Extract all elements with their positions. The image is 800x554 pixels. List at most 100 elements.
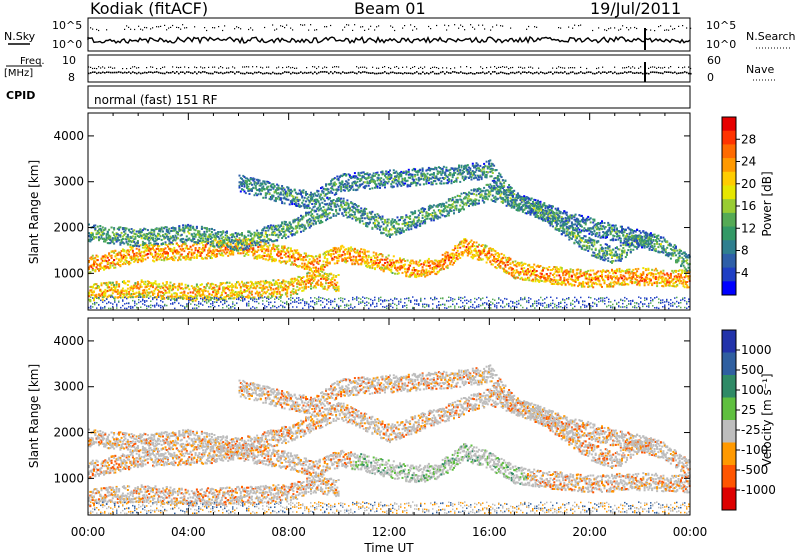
power-point bbox=[184, 294, 187, 297]
power-point bbox=[257, 294, 260, 297]
power-point bbox=[401, 271, 404, 274]
power-point bbox=[338, 249, 341, 252]
nsearch-point bbox=[90, 27, 92, 29]
freq-point bbox=[234, 72, 236, 75]
power-point bbox=[273, 248, 276, 251]
power-point bbox=[524, 262, 527, 265]
power-point bbox=[588, 285, 591, 288]
power-point bbox=[569, 268, 572, 271]
freq-point bbox=[274, 72, 276, 75]
freq-point bbox=[382, 72, 384, 74]
power-point bbox=[322, 260, 325, 263]
power-point bbox=[164, 289, 167, 292]
power-point bbox=[164, 284, 167, 287]
power-point bbox=[264, 249, 267, 252]
power-point bbox=[330, 253, 333, 256]
power-point bbox=[558, 270, 561, 273]
power-point bbox=[200, 289, 203, 292]
power-point bbox=[154, 244, 157, 246]
freq-point bbox=[270, 72, 272, 75]
power-point bbox=[141, 289, 144, 292]
power-point bbox=[460, 240, 463, 243]
nsearch-point bbox=[686, 27, 688, 29]
power-point bbox=[246, 281, 248, 284]
power-point bbox=[318, 273, 321, 276]
power-point bbox=[182, 296, 185, 299]
power-point bbox=[380, 258, 383, 261]
freq-point bbox=[446, 71, 448, 73]
power-point bbox=[243, 291, 246, 293]
power-point bbox=[214, 248, 217, 251]
freq-point bbox=[676, 72, 678, 75]
power-point bbox=[244, 239, 247, 242]
nave-point bbox=[326, 66, 328, 69]
freq-point bbox=[612, 72, 614, 75]
power-point bbox=[553, 276, 556, 279]
power-point bbox=[100, 258, 103, 261]
nsearch-point bbox=[490, 29, 492, 31]
nave-point bbox=[292, 66, 294, 69]
power-point bbox=[212, 291, 215, 294]
nave-point bbox=[668, 67, 670, 69]
freq-point bbox=[324, 71, 326, 73]
power-point bbox=[284, 280, 287, 283]
power-point bbox=[208, 286, 211, 289]
freq-point bbox=[298, 72, 300, 74]
nsearch-point bbox=[410, 24, 412, 26]
power-point bbox=[118, 285, 121, 288]
power-point bbox=[646, 281, 649, 284]
power-point bbox=[204, 244, 207, 247]
power-point bbox=[177, 252, 179, 255]
power-point bbox=[101, 255, 104, 258]
power-point bbox=[278, 260, 281, 263]
power-point bbox=[212, 250, 215, 253]
freq-point bbox=[414, 72, 416, 74]
power-point bbox=[348, 254, 351, 257]
power-point bbox=[442, 263, 445, 266]
nave-point bbox=[398, 67, 400, 69]
freq-point bbox=[230, 71, 232, 73]
nsearch-point bbox=[300, 24, 302, 26]
power-point bbox=[637, 267, 640, 270]
power-point bbox=[163, 252, 166, 255]
power-point bbox=[435, 266, 438, 269]
nave-point bbox=[502, 66, 504, 68]
power-point bbox=[411, 269, 414, 272]
power-point bbox=[281, 245, 284, 248]
power-point bbox=[114, 263, 117, 266]
power-point bbox=[431, 262, 434, 265]
power-point bbox=[291, 290, 294, 293]
power-point bbox=[189, 291, 192, 294]
power-point bbox=[342, 250, 345, 253]
power-point bbox=[634, 281, 637, 284]
power-point bbox=[145, 296, 148, 298]
power-point bbox=[249, 286, 252, 289]
power-point bbox=[130, 259, 133, 262]
freq-point bbox=[668, 71, 670, 73]
power-point bbox=[153, 245, 156, 247]
nsearch-point bbox=[578, 25, 580, 27]
power-point bbox=[106, 286, 109, 289]
power-point bbox=[436, 265, 439, 268]
freq-point bbox=[422, 71, 424, 73]
power-point bbox=[424, 260, 427, 263]
power-point bbox=[402, 258, 405, 261]
power-point bbox=[343, 253, 346, 256]
power-point bbox=[407, 266, 410, 269]
power-point bbox=[333, 262, 336, 265]
power-point bbox=[283, 286, 286, 289]
power-point bbox=[331, 284, 334, 287]
power-point bbox=[336, 257, 339, 260]
power-point bbox=[199, 240, 202, 243]
nave-point bbox=[98, 66, 100, 68]
power-point bbox=[139, 228, 142, 231]
power-point bbox=[332, 258, 335, 261]
nsearch-tick-high: 10^5 bbox=[706, 19, 736, 32]
power-point bbox=[442, 258, 445, 261]
power-point bbox=[214, 293, 217, 296]
power-point bbox=[88, 292, 90, 295]
nsearch-point bbox=[470, 24, 472, 26]
power-point bbox=[276, 253, 279, 256]
freq-point bbox=[610, 71, 612, 73]
power-point bbox=[583, 285, 586, 288]
